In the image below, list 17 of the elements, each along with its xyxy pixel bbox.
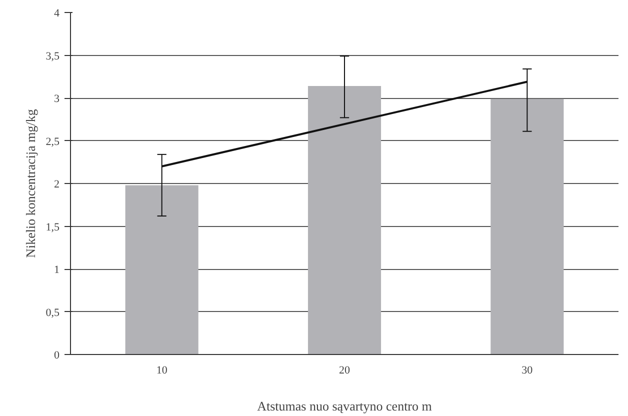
- y-tick-label: 2,5: [46, 136, 60, 148]
- y-tick-label: 1,5: [46, 221, 60, 234]
- x-tick-label: 10: [156, 364, 168, 376]
- y-tick-label: 1: [54, 264, 60, 276]
- y-tick-label: 0,5: [46, 306, 60, 319]
- x-tick-label: 20: [339, 364, 350, 376]
- x-tick-label: 30: [522, 364, 534, 376]
- y-tick-label: 3: [54, 93, 60, 105]
- bar: [125, 185, 198, 354]
- bar: [490, 98, 564, 354]
- x-axis-title: Atstumas nuo sąvartyno centro m: [257, 398, 432, 414]
- y-tick-label: 0: [54, 350, 60, 362]
- y-tick-label: 2: [54, 178, 60, 190]
- y-tick-label: 4: [54, 8, 60, 20]
- bar: [308, 86, 382, 354]
- y-tick-label: 3,5: [46, 50, 60, 62]
- y-axis-title: Nikelio koncentracija mg/kg: [22, 108, 38, 258]
